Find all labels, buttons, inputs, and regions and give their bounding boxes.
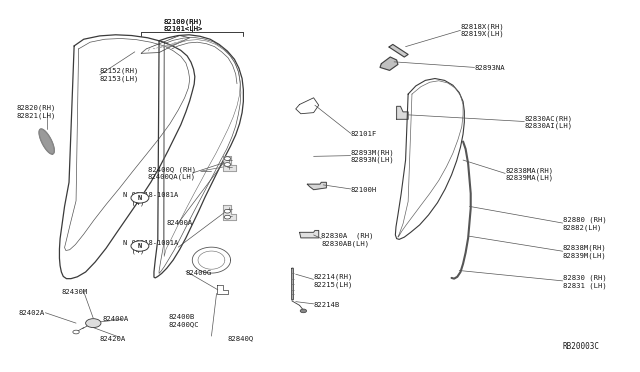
Circle shape bbox=[224, 209, 230, 213]
Polygon shape bbox=[223, 156, 236, 171]
Text: 82893M(RH)
82893N(LH): 82893M(RH) 82893N(LH) bbox=[351, 149, 394, 163]
Text: N: N bbox=[138, 195, 142, 201]
Text: 82100(RH)
82101<LH>: 82100(RH) 82101<LH> bbox=[163, 18, 202, 32]
Text: 82820(RH)
82821(LH): 82820(RH) 82821(LH) bbox=[17, 105, 56, 119]
Polygon shape bbox=[300, 231, 319, 238]
Polygon shape bbox=[380, 57, 398, 70]
Text: 82893NA: 82893NA bbox=[474, 65, 505, 71]
Text: 82838M(RH)
82839M(LH): 82838M(RH) 82839M(LH) bbox=[563, 245, 607, 259]
Text: 82400G: 82400G bbox=[186, 270, 212, 276]
Text: 82400B
82400QC: 82400B 82400QC bbox=[168, 314, 198, 327]
Text: 82400A: 82400A bbox=[103, 317, 129, 323]
Circle shape bbox=[300, 309, 307, 313]
Circle shape bbox=[131, 193, 149, 203]
Text: 82838MA(RH)
82839MA(LH): 82838MA(RH) 82839MA(LH) bbox=[505, 167, 554, 181]
Text: 82402A: 82402A bbox=[19, 310, 45, 316]
Text: 82830A  (RH)
82830AB(LH): 82830A (RH) 82830AB(LH) bbox=[321, 233, 374, 247]
Text: 82214(RH)
82215(LH): 82214(RH) 82215(LH) bbox=[314, 273, 353, 288]
Circle shape bbox=[224, 157, 230, 160]
Text: 82880 (RH)
82882(LH): 82880 (RH) 82882(LH) bbox=[563, 217, 607, 231]
Text: 82818X(RH)
82819X(LH): 82818X(RH) 82819X(LH) bbox=[461, 23, 504, 37]
Text: 82400Q (RH)
82400QA(LH): 82400Q (RH) 82400QA(LH) bbox=[148, 166, 196, 180]
Text: N 08918-1081A
  (4): N 08918-1081A (4) bbox=[124, 240, 179, 254]
Text: 82400A: 82400A bbox=[167, 220, 193, 226]
Text: 82100H: 82100H bbox=[351, 187, 377, 193]
Polygon shape bbox=[397, 106, 408, 119]
Text: 82214B: 82214B bbox=[314, 302, 340, 308]
Circle shape bbox=[131, 241, 149, 251]
Text: RB20003C: RB20003C bbox=[563, 341, 600, 350]
Text: N: N bbox=[138, 243, 142, 249]
Text: 82101F: 82101F bbox=[351, 131, 377, 137]
Text: 82830 (RH)
82831 (LH): 82830 (RH) 82831 (LH) bbox=[563, 275, 607, 289]
Circle shape bbox=[224, 215, 230, 219]
Text: 82830AC(RH)
82830AI(LH): 82830AC(RH) 82830AI(LH) bbox=[524, 115, 573, 129]
Polygon shape bbox=[39, 129, 54, 154]
Polygon shape bbox=[307, 182, 326, 190]
Circle shape bbox=[73, 330, 79, 334]
Circle shape bbox=[86, 319, 101, 328]
Text: N 08918-1081A
  (4): N 08918-1081A (4) bbox=[124, 192, 179, 206]
Polygon shape bbox=[223, 205, 236, 220]
Text: 82152(RH)
82153(LH): 82152(RH) 82153(LH) bbox=[100, 68, 139, 82]
Text: 82840Q: 82840Q bbox=[227, 335, 253, 341]
Text: 82430M: 82430M bbox=[61, 289, 88, 295]
Polygon shape bbox=[389, 44, 408, 57]
Text: 82420A: 82420A bbox=[100, 336, 126, 342]
Circle shape bbox=[224, 163, 230, 166]
Text: 82100(RH)
82101<LH>: 82100(RH) 82101<LH> bbox=[163, 18, 202, 32]
